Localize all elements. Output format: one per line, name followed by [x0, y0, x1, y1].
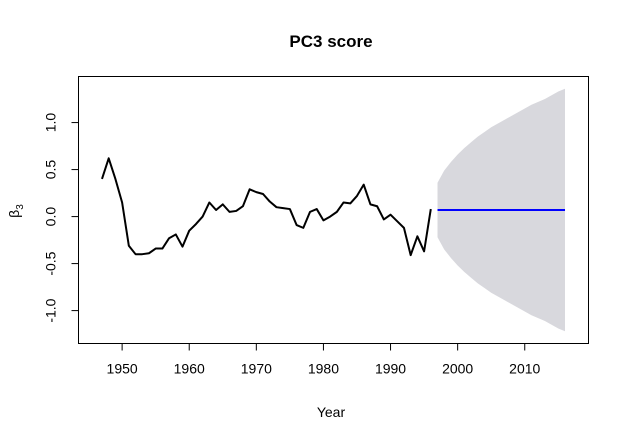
x-tick-label: 1980: [308, 361, 339, 377]
x-tick-label: 2010: [509, 361, 540, 377]
y-tick-label: 0.0: [43, 207, 59, 227]
x-axis: 1950 1960 1970 1980 1990 2000 2010: [107, 343, 541, 377]
y-axis-label: β3: [6, 204, 26, 218]
x-axis-label: Year: [317, 404, 346, 420]
x-tick-label: 1950: [107, 361, 138, 377]
y-axis-label-main: β: [6, 210, 22, 218]
x-tick-label: 2000: [442, 361, 473, 377]
x-tick-label: 1990: [375, 361, 406, 377]
x-tick-label: 1960: [174, 361, 205, 377]
y-tick-label: 1.0: [43, 113, 59, 133]
chart-title: PC3 score: [289, 32, 372, 51]
x-tick-label: 1970: [241, 361, 272, 377]
y-axis: -1.0 -0.5 0.0 0.5 1.0: [43, 113, 79, 323]
y-tick-label: 0.5: [43, 160, 59, 180]
y-tick-label: -1.0: [43, 298, 59, 322]
y-axis-label-subscript: 3: [15, 204, 26, 210]
series-layer: [101, 157, 566, 257]
observed-series-line: [101, 157, 432, 257]
y-tick-label: -0.5: [43, 251, 59, 275]
